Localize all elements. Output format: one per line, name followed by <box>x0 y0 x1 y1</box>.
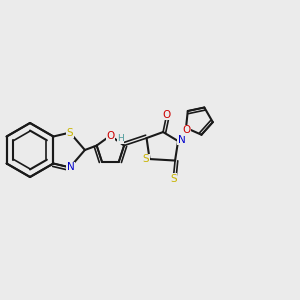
Text: N: N <box>178 135 186 145</box>
Text: O: O <box>162 110 170 120</box>
Text: H: H <box>117 134 124 143</box>
Text: O: O <box>182 125 190 135</box>
Text: S: S <box>143 154 149 164</box>
Text: S: S <box>170 174 177 184</box>
Text: O: O <box>106 130 115 141</box>
Text: N: N <box>67 162 75 172</box>
Text: S: S <box>67 128 73 138</box>
